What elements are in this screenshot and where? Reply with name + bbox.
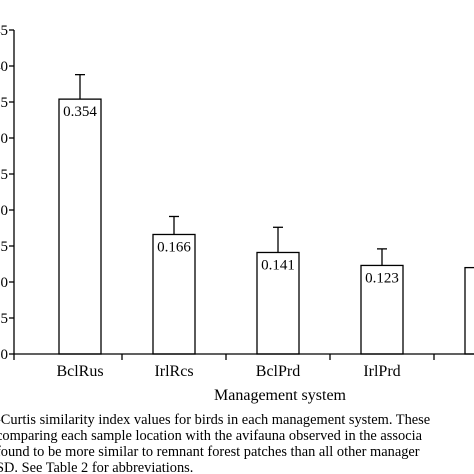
bar-chart: 0.05.10.15.20.25.30.35.40.45 0.3540.1660…	[0, 23, 474, 404]
data-label: 0.123	[365, 270, 399, 286]
x-tick-label: BclRus	[56, 363, 103, 380]
y-tick-label: .05	[0, 311, 8, 327]
y-tick-label: .40	[0, 59, 8, 75]
y-tick-label: .35	[0, 95, 8, 111]
y-tick-label: .15	[0, 239, 8, 255]
x-axis: BclRusIrlRcsBclPrdIrlPrdHa	[13, 353, 474, 380]
caption-line-1: -Curtis similarity index values for bird…	[0, 412, 431, 428]
bar	[58, 98, 102, 355]
y-tick-label: .25	[0, 167, 8, 183]
figure-caption: -Curtis similarity index values for bird…	[0, 410, 474, 474]
x-axis-title: Management system	[214, 387, 347, 404]
data-label: 0.354	[63, 104, 97, 120]
caption-line-3: found to be more similar to remnant fore…	[0, 444, 420, 460]
caption-line-2: comparing each sample location with the …	[0, 428, 422, 444]
y-tick-label: .10	[0, 275, 8, 291]
bar	[152, 233, 196, 355]
x-tick-label: BclPrd	[256, 363, 300, 380]
y-tick-label: .20	[0, 203, 8, 219]
caption-line-4: SD. See Table 2 for abbreviations.	[0, 460, 194, 474]
data-label: 0.166	[157, 239, 191, 255]
x-tick-label: IrlRcs	[154, 363, 193, 380]
bars: 0.354 0.166 0.141 0.123	[58, 73, 474, 355]
bar	[464, 266, 474, 355]
data-label: 0.141	[261, 257, 295, 273]
y-axis: 0 .05 .10 .15 .20 .25 .30 .35 .40 .45	[0, 23, 15, 363]
y-tick-label: .45	[0, 23, 8, 39]
y-tick-label: .30	[0, 131, 8, 147]
y-tick-label: 0	[1, 347, 9, 363]
bar	[256, 251, 300, 355]
bar	[360, 264, 404, 355]
x-tick-label: IrlPrd	[363, 363, 400, 380]
